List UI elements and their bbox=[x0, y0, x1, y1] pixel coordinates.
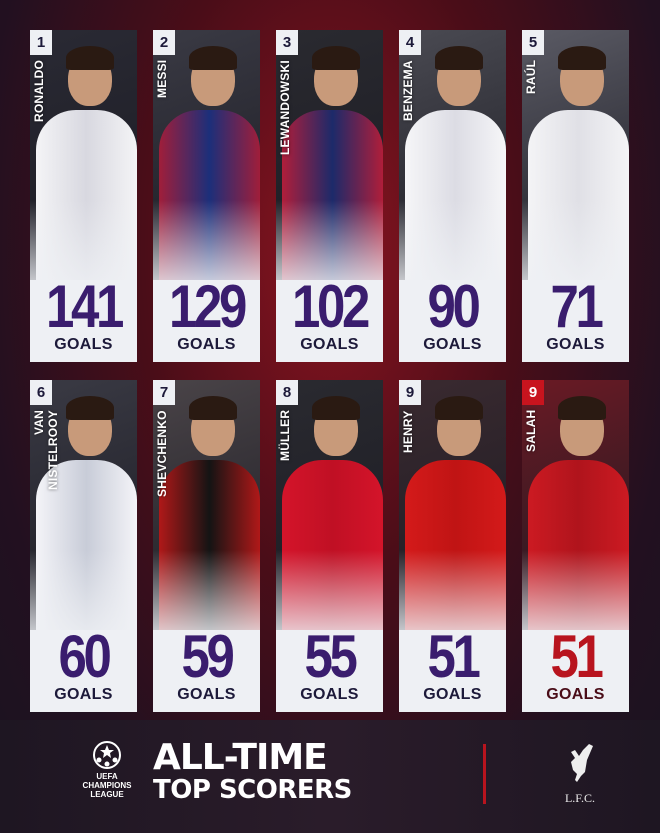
rank-badge: 6 bbox=[30, 380, 52, 405]
lfc-text: L.F.C. bbox=[564, 791, 596, 805]
goals-label: GOALS bbox=[546, 336, 605, 353]
goals-count: 71 bbox=[550, 273, 604, 340]
goals-label: GOALS bbox=[54, 336, 113, 353]
title-line1: ALL-TIME bbox=[153, 737, 328, 778]
goals-label: GOALS bbox=[300, 336, 359, 353]
player-name: SALAH bbox=[524, 410, 538, 453]
scorer-card: 9 HENRY 51 GOALS bbox=[399, 380, 506, 712]
goals-label: GOALS bbox=[300, 686, 359, 703]
goals-label: GOALS bbox=[546, 686, 605, 703]
goals-label: GOALS bbox=[177, 336, 236, 353]
goals-count: 102 bbox=[292, 273, 370, 340]
player-name: RONALDO bbox=[32, 60, 46, 123]
goals-label: GOALS bbox=[54, 686, 113, 703]
player-name: HENRY bbox=[401, 410, 415, 453]
rank-badge: 2 bbox=[153, 30, 175, 55]
goals-count: 51 bbox=[550, 623, 604, 690]
scorers-grid: 1 RONALDO 141 GOALS 2 MESSI 129 GOALS 3 … bbox=[30, 30, 629, 712]
liverpool-logo: L.F.C. bbox=[560, 742, 600, 806]
goals-count: 59 bbox=[181, 623, 235, 690]
rank-badge: 5 bbox=[522, 30, 544, 55]
rank-badge: 8 bbox=[276, 380, 298, 405]
rank-badge: 3 bbox=[276, 30, 298, 55]
player-name: LEWANDOWSKI bbox=[278, 60, 292, 155]
goals-count: 51 bbox=[427, 623, 481, 690]
goals-label: GOALS bbox=[177, 686, 236, 703]
player-name: RAÚL bbox=[524, 60, 538, 95]
goals-label: GOALS bbox=[423, 686, 482, 703]
page-title: ALL-TIME TOP SCORERS bbox=[153, 737, 352, 805]
player-name: SHEVCHENKO bbox=[155, 410, 169, 497]
goals-count: 55 bbox=[304, 623, 358, 690]
player-name: VAN NISTELROOY bbox=[32, 410, 60, 491]
scorer-card: 2 MESSI 129 GOALS bbox=[153, 30, 260, 362]
scorer-card: 7 SHEVCHENKO 59 GOALS bbox=[153, 380, 260, 712]
scorer-card: 6 VAN NISTELROOY 60 GOALS bbox=[30, 380, 137, 712]
champions-league-logo: UEFA CHAMPIONS LEAGUE bbox=[72, 740, 142, 799]
scorer-card: 4 BENZEMA 90 GOALS bbox=[399, 30, 506, 362]
starball-icon bbox=[93, 741, 121, 769]
divider bbox=[483, 744, 486, 804]
goals-count: 90 bbox=[427, 273, 481, 340]
player-name: BENZEMA bbox=[401, 60, 415, 121]
goals-count: 129 bbox=[169, 273, 247, 340]
rank-badge: 1 bbox=[30, 30, 52, 55]
rank-badge: 4 bbox=[399, 30, 421, 55]
scorer-card: 5 RAÚL 71 GOALS bbox=[522, 30, 629, 362]
rank-badge: 9 bbox=[522, 380, 544, 405]
rank-badge: 7 bbox=[153, 380, 175, 405]
goals-label: GOALS bbox=[423, 336, 482, 353]
scorer-card: 1 RONALDO 141 GOALS bbox=[30, 30, 137, 362]
goals-count: 141 bbox=[46, 273, 124, 340]
scorer-card: 9 SALAH 51 GOALS bbox=[522, 380, 629, 712]
scorer-card: 8 MÜLLER 55 GOALS bbox=[276, 380, 383, 712]
player-name: MESSI bbox=[155, 60, 169, 99]
rank-badge: 9 bbox=[399, 380, 421, 405]
player-name: MÜLLER bbox=[278, 410, 292, 462]
footer: UEFA CHAMPIONS LEAGUE ALL-TIME TOP SCORE… bbox=[0, 720, 660, 833]
title-line2: TOP SCORERS bbox=[153, 775, 352, 805]
scorer-card: 3 LEWANDOWSKI 102 GOALS bbox=[276, 30, 383, 362]
liver-bird-icon bbox=[571, 744, 593, 782]
goals-count: 60 bbox=[58, 623, 112, 690]
champions-league-text: UEFA CHAMPIONS LEAGUE bbox=[82, 772, 132, 799]
